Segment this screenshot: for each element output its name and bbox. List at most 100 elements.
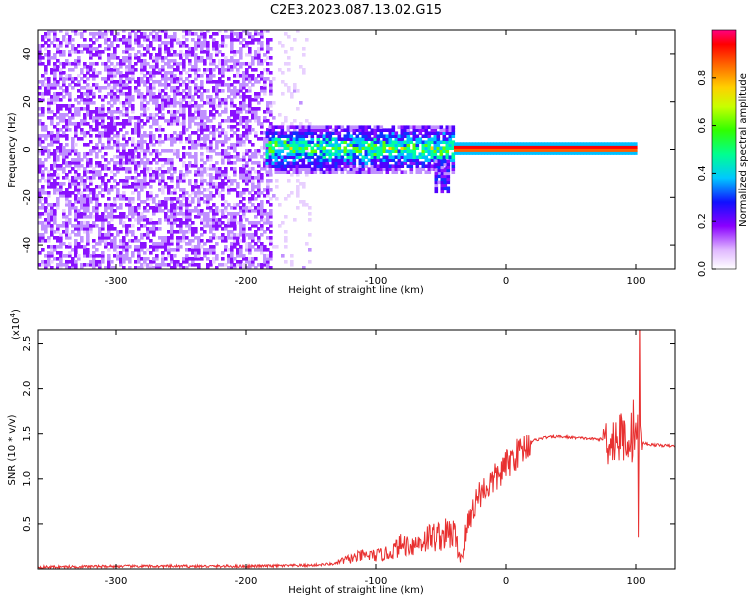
heatmap-cell	[95, 74, 99, 78]
heatmap-cell	[254, 116, 258, 120]
heatmap-cell	[41, 149, 45, 153]
heatmap-cell	[77, 59, 81, 63]
heatmap-cell	[266, 212, 270, 216]
heatmap-cell	[236, 158, 240, 162]
heatmap-cell	[245, 74, 249, 78]
heatmap-cell	[434, 174, 439, 179]
heatmap-cell	[146, 191, 150, 195]
heatmap-cell	[92, 35, 96, 39]
heatmap-cell	[92, 77, 96, 81]
heatmap-cell	[340, 125, 345, 129]
heatmap-cell	[230, 83, 234, 87]
heatmap-cell	[116, 140, 120, 144]
heatmap-cell	[56, 83, 60, 87]
heatmap-cell	[251, 143, 255, 147]
heatmap-cell	[206, 47, 210, 51]
heatmap-cell	[47, 194, 51, 198]
heatmap-cell	[107, 56, 111, 60]
heatmap-cell	[92, 176, 96, 180]
heatmap-cell	[269, 236, 273, 240]
heatmap-cell	[221, 233, 225, 237]
heatmap-cell	[86, 221, 90, 225]
heatmap-cell	[116, 44, 120, 48]
heatmap-cell	[110, 260, 114, 264]
heatmap-cell	[445, 155, 450, 159]
heatmap-cell	[200, 125, 204, 129]
heatmap-cell	[296, 191, 300, 195]
heatmap-cell	[62, 212, 66, 216]
heatmap-cell	[95, 215, 99, 219]
heatmap-cell	[77, 50, 81, 54]
heatmap-cell	[107, 242, 111, 246]
heatmap-cell	[394, 143, 399, 147]
heatmap-cell	[298, 170, 303, 174]
heatmap-cell	[176, 53, 180, 57]
heatmap-cell	[484, 145, 488, 149]
heatmap-cell	[427, 140, 432, 144]
heatmap-cell	[179, 83, 183, 87]
heatmap-cell	[107, 257, 111, 261]
heatmap-cell	[197, 248, 201, 252]
heatmap-cell	[571, 151, 575, 155]
heatmap-cell	[53, 191, 57, 195]
heatmap-cell	[116, 161, 120, 165]
heatmap-cell	[373, 125, 378, 129]
heatmap-cell	[346, 131, 351, 135]
heatmap-cell	[158, 92, 162, 96]
heatmap-cell	[158, 53, 162, 57]
heatmap-cell	[131, 251, 135, 255]
heatmap-cell	[182, 98, 186, 102]
heatmap-cell	[412, 161, 417, 165]
heatmap-cell	[245, 233, 249, 237]
heatmap-cell	[203, 248, 207, 252]
heatmap-cell	[179, 50, 183, 54]
heatmap-cell	[128, 119, 132, 123]
heatmap-cell	[358, 161, 363, 165]
heatmap-cell	[334, 158, 339, 162]
heatmap-cell	[269, 188, 273, 192]
heatmap-cell	[200, 209, 204, 213]
heatmap-cell	[116, 191, 120, 195]
heatmap-cell	[514, 151, 518, 155]
heatmap-cell	[122, 50, 126, 54]
heatmap-cell	[50, 182, 54, 186]
heatmap-cell	[152, 260, 156, 264]
heatmap-cell	[379, 164, 384, 168]
heatmap-cell	[98, 173, 102, 177]
heatmap-cell	[146, 161, 150, 165]
heatmap-cell	[71, 116, 75, 120]
heatmap-cell	[188, 200, 192, 204]
heatmap-cell	[143, 110, 147, 114]
heatmap-cell	[385, 128, 390, 132]
heatmap-cell	[173, 260, 177, 264]
heatmap-cell	[125, 233, 129, 237]
heatmap-cell	[227, 158, 231, 162]
heatmap-cell	[56, 80, 60, 84]
heatmap-cell	[161, 239, 165, 243]
heatmap-cell	[265, 152, 270, 156]
heatmap-cell	[125, 245, 129, 249]
heatmap-cell	[137, 56, 141, 60]
heatmap-cell	[221, 119, 225, 123]
heatmap-cell	[47, 263, 51, 267]
heatmap-cell	[38, 80, 42, 84]
heatmap-cell	[56, 110, 60, 114]
heatmap-cell	[209, 140, 213, 144]
heatmap-cell	[92, 170, 96, 174]
heatmap-cell	[167, 188, 171, 192]
heatmap-cell	[185, 152, 189, 156]
heatmap-cell	[77, 200, 81, 204]
heatmap-cell	[140, 137, 144, 141]
heatmap-cell	[197, 242, 201, 246]
heatmap-cell	[173, 98, 177, 102]
heatmap-cell	[586, 145, 590, 149]
heatmap-cell	[74, 30, 78, 33]
heatmap-cell	[128, 200, 132, 204]
heatmap-cell	[143, 185, 147, 189]
heatmap-cell	[224, 215, 228, 219]
heatmap-cell	[104, 77, 108, 81]
heatmap-cell	[167, 95, 171, 99]
heatmap-cell	[289, 164, 294, 168]
heatmap-cell	[191, 131, 195, 135]
heatmap-cell	[197, 239, 201, 243]
